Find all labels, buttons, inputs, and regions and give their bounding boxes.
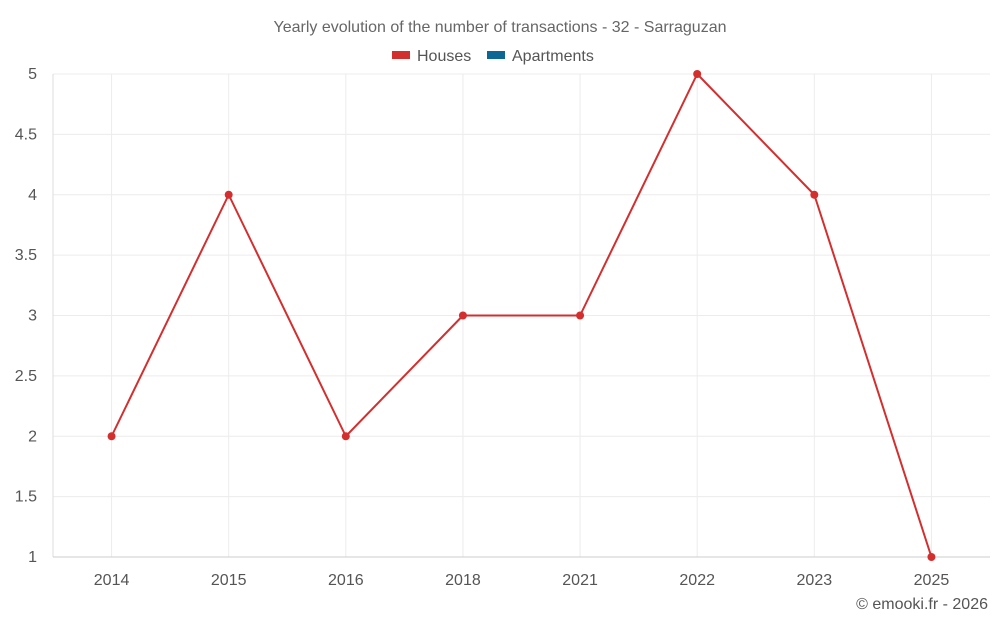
data-point-houses[interactable] [576,311,585,320]
data-point-houses[interactable] [693,70,702,78]
legend-swatch-houses [392,51,410,59]
y-tick-label: 3 [28,308,37,325]
legend-label-apartments: Apartments [512,48,594,65]
x-axis: 2014 2015 2016 2018 2021 2022 2023 2025 [53,556,990,589]
x-tick-label: 2025 [914,572,950,589]
y-tick-label: 1 [28,549,37,566]
data-point-houses[interactable] [107,432,116,441]
x-tick-label: 2022 [679,572,715,589]
legend: Houses Apartments [392,48,594,65]
credit-text: © emooki.fr - 2026 [856,596,988,613]
y-tick-label: 1.5 [15,489,37,506]
chart-title: Yearly evolution of the number of transa… [274,19,727,36]
y-tick-label: 5 [28,66,37,83]
y-tick-label: 4 [28,187,37,204]
data-point-houses[interactable] [224,190,233,199]
y-tick-label: 2.5 [15,368,37,385]
y-tick-label: 3.5 [15,247,37,264]
x-tick-label: 2014 [94,572,130,589]
x-tick-label: 2021 [562,572,598,589]
y-tick-label: 4.5 [15,126,37,143]
x-tick-label: 2018 [445,572,481,589]
legend-item-houses[interactable]: Houses [392,48,471,65]
data-point-houses[interactable] [341,432,350,441]
legend-item-apartments[interactable]: Apartments [487,48,594,65]
series-houses [107,70,936,561]
x-tick-label: 2016 [328,572,364,589]
data-point-houses[interactable] [458,311,467,320]
series-line-houses [110,73,933,558]
data-point-houses[interactable] [927,553,936,561]
legend-swatch-apartments [487,51,505,59]
x-tick-label: 2023 [797,572,833,589]
y-tick-label: 2 [28,428,37,445]
data-point-houses[interactable] [810,190,819,199]
y-axis: 1 1.5 2 2.5 3 3.5 4 4.5 5 [15,66,54,566]
x-tick-label: 2015 [211,572,247,589]
legend-label-houses: Houses [417,48,471,65]
